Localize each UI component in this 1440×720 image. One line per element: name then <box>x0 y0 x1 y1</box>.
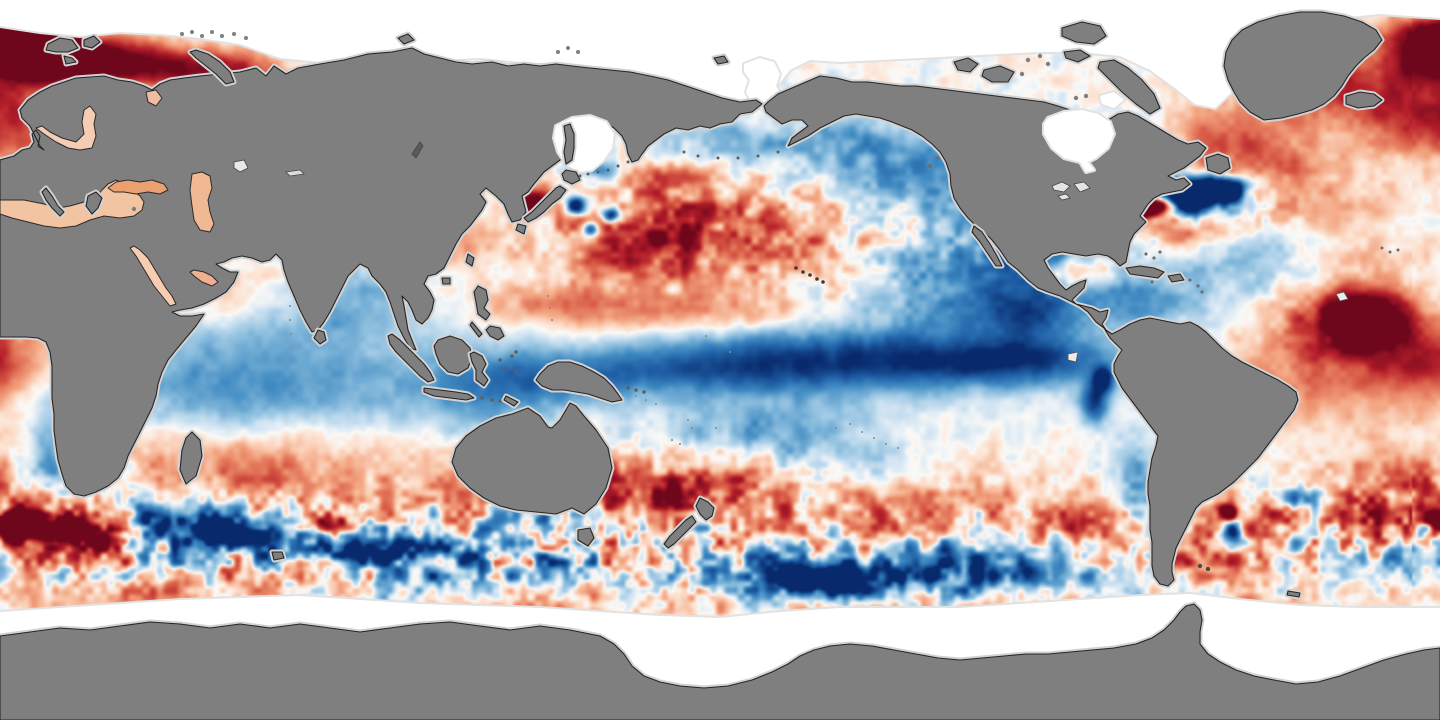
franz-josef-land <box>180 30 248 40</box>
island-honshu <box>523 185 567 223</box>
landmass-baja-california <box>971 225 1003 267</box>
island-taiwan <box>465 253 475 267</box>
maldives-atolls <box>287 305 292 389</box>
island-sumatra <box>387 333 435 383</box>
island-newfoundland <box>1205 153 1231 175</box>
lake-balkhash <box>285 169 305 177</box>
island-luzon <box>473 285 491 321</box>
island-novaya-zemlya <box>189 49 235 85</box>
island-sri-lanka <box>313 329 327 345</box>
island-svalbard <box>45 35 101 65</box>
island-wrangel <box>713 55 729 65</box>
island-vancouver <box>928 156 940 168</box>
landmass-north-south-america <box>763 75 1299 587</box>
island-iceland <box>1345 91 1383 109</box>
island-galapagos <box>1067 351 1079 363</box>
landmass-afro-eurasia <box>0 47 763 497</box>
island-java <box>423 387 475 401</box>
black-sea <box>107 179 169 195</box>
aleutian-islands <box>682 150 780 160</box>
island-madagascar <box>179 431 203 485</box>
landmass-greece-anatolia-bridge <box>85 191 103 215</box>
landmass-italy <box>41 187 65 217</box>
island-banks <box>953 57 979 73</box>
new-siberian-islands <box>556 46 580 54</box>
caribbean-islands <box>1144 250 1204 294</box>
island-baffin <box>1097 59 1161 115</box>
island-ellesmere <box>1061 21 1107 45</box>
baltic-sea <box>35 105 97 151</box>
island-new-zealand-north <box>695 497 715 521</box>
hudson-bay-ice <box>1044 110 1114 172</box>
caspian-sea <box>189 171 215 233</box>
island-sakhalin <box>563 123 575 165</box>
canary-islands <box>1380 246 1400 254</box>
island-hokkaido <box>561 169 581 185</box>
cape-verde-islands <box>1335 291 1349 302</box>
arctic-archipelago-islets <box>1019 53 1089 101</box>
white-sea <box>145 89 163 107</box>
island-falklands <box>1197 563 1211 572</box>
island-sulawesi <box>469 351 489 387</box>
landmass-antarctica <box>0 603 1440 720</box>
island-crete <box>97 206 137 223</box>
island-devon <box>1063 49 1091 63</box>
island-new-britain <box>626 386 646 394</box>
mediterranean-sea <box>0 179 145 229</box>
pacific-atolls <box>547 295 899 449</box>
island-kerguelen <box>271 551 285 561</box>
lake-aral <box>233 159 249 173</box>
island-hainan <box>441 277 451 285</box>
island-timor <box>503 395 519 407</box>
kuril-islands <box>578 160 630 178</box>
island-cuba <box>1125 265 1165 279</box>
island-victoria <box>981 65 1015 83</box>
island-borneo <box>433 335 473 375</box>
great-lakes <box>1051 181 1091 201</box>
island-mindanao <box>485 325 505 341</box>
landmass-greenland <box>1223 11 1383 121</box>
island-new-guinea <box>535 361 623 403</box>
island-hispaniola <box>1167 273 1185 283</box>
island-severnaya-zemlya <box>397 33 415 45</box>
maluku-islands <box>498 350 518 374</box>
red-sea <box>129 245 177 307</box>
hawaiian-islands <box>794 266 825 284</box>
island-palawan <box>469 321 483 338</box>
foxe-basin-ice <box>1100 92 1124 108</box>
landmass-australia <box>451 402 613 515</box>
island-tasmania <box>577 527 595 547</box>
lake-baikal <box>411 141 424 159</box>
island-new-zealand-south <box>663 515 697 549</box>
island-south-georgia <box>1286 590 1301 598</box>
persian-gulf <box>189 269 219 287</box>
island-kyushu <box>515 223 527 235</box>
